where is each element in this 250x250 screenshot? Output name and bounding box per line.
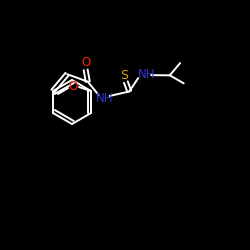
Text: S: S <box>120 68 128 82</box>
Text: NH: NH <box>96 92 113 106</box>
Text: O: O <box>68 80 78 92</box>
Text: O: O <box>81 56 90 69</box>
Text: NH: NH <box>138 68 155 81</box>
